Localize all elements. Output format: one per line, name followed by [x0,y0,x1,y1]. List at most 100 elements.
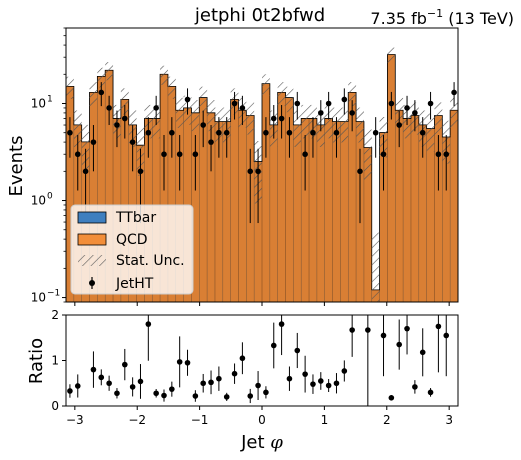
stat-unc-band [120,88,129,115]
qcd-bar [66,86,74,302]
data-point [90,139,97,145]
data-point [67,129,73,136]
ratio-point [208,379,214,386]
qcd-bar [262,83,270,302]
stat-unc-band [348,82,357,107]
stat-unc-band [246,102,255,135]
ratio-point [380,332,387,339]
data-point [169,129,175,136]
qcd-bar [387,54,396,302]
ratio-y-tick-label: 2 [51,308,59,322]
legend-label-ttbar: TTbar [115,210,156,226]
qcd-bar [230,99,239,302]
stat-unc-band [324,104,333,139]
qcd-bar [332,121,341,302]
ratio-point [294,347,301,354]
ratio-point [412,384,418,390]
qcd-bar [254,161,262,302]
y-axis-label-events: Events [6,136,27,197]
stat-unc-band [105,62,114,81]
stat-unc-band [199,86,208,113]
data-point [435,151,442,158]
data-point [270,115,277,122]
ratio-point [255,382,261,389]
data-point [263,129,269,136]
data-point [106,105,112,111]
ratio-point [388,395,395,401]
ratio-point [286,375,293,382]
qcd-bar [426,128,435,302]
qcd-bar [340,121,349,302]
y-tick-exponent: −1 [47,289,60,299]
qcd-bar [442,136,451,302]
data-point [208,139,214,145]
data-point [325,100,332,107]
qcd-bar [285,97,294,302]
data-point [404,105,410,111]
ratio-point [121,361,128,368]
qcd-bar [363,147,372,302]
ratio-point [114,390,120,397]
ratio-point [318,378,324,384]
ratio-point [325,382,332,389]
qcd-bar [348,92,357,302]
data-point [341,96,348,103]
x-tick-label: −3 [66,413,84,427]
stat-unc-band [160,65,168,85]
data-point [176,151,183,158]
qcd-bar [309,118,317,302]
stat-unc-band [293,110,302,147]
qcd-bar [238,110,247,302]
qcd-bar [97,76,106,302]
stat-unc-band [81,124,90,172]
data-point [121,115,128,122]
stat-unc-band [191,100,200,132]
qcd-bar [277,92,286,302]
data-point [380,151,387,158]
ratio-point [216,375,222,382]
data-point [98,89,105,96]
stat-unc-band [262,74,270,96]
ratio-point [239,355,246,362]
data-point [310,129,316,136]
stat-unc-band [207,100,215,132]
qcd-bar [105,70,114,302]
data-point [427,100,434,107]
stat-unc-band [285,86,294,113]
qcd-bar [301,118,310,302]
ratio-point [129,384,136,390]
qcd-bar [395,110,404,302]
ratio-point [427,389,434,396]
ratio-point [184,359,191,366]
stat-unc-band [450,97,458,128]
ratio-point [67,388,73,394]
stat-unc-band [387,47,396,63]
data-point [451,89,457,96]
x-tick-label: −2 [128,413,146,427]
stat-unc-band [363,129,372,180]
data-point [357,168,363,175]
stat-unc-band [167,76,176,99]
data-point [200,122,206,128]
qcd-bar [199,97,208,302]
data-point [145,129,152,136]
stat-unc-band [356,107,364,143]
x-tick-label: 2 [383,413,391,427]
ratio-plot-area: 0 1 2 −3 −2 −1 0 1 2 3 [51,308,459,427]
data-point [82,168,89,175]
data-point [223,129,230,136]
data-point [286,129,293,136]
data-point [239,105,246,111]
data-point [114,122,120,128]
data-point [192,151,199,158]
legend-label-stat-unc: Stat. Unc. [116,253,185,269]
qcd-bar [434,115,443,302]
stat-unc-band [175,97,184,128]
ratio-point [74,383,81,389]
qcd-bar [379,132,388,302]
ratio-point [200,380,206,387]
stat-unc-band [434,102,443,135]
ratio-point [270,342,277,349]
stat-unc-band [97,67,106,88]
